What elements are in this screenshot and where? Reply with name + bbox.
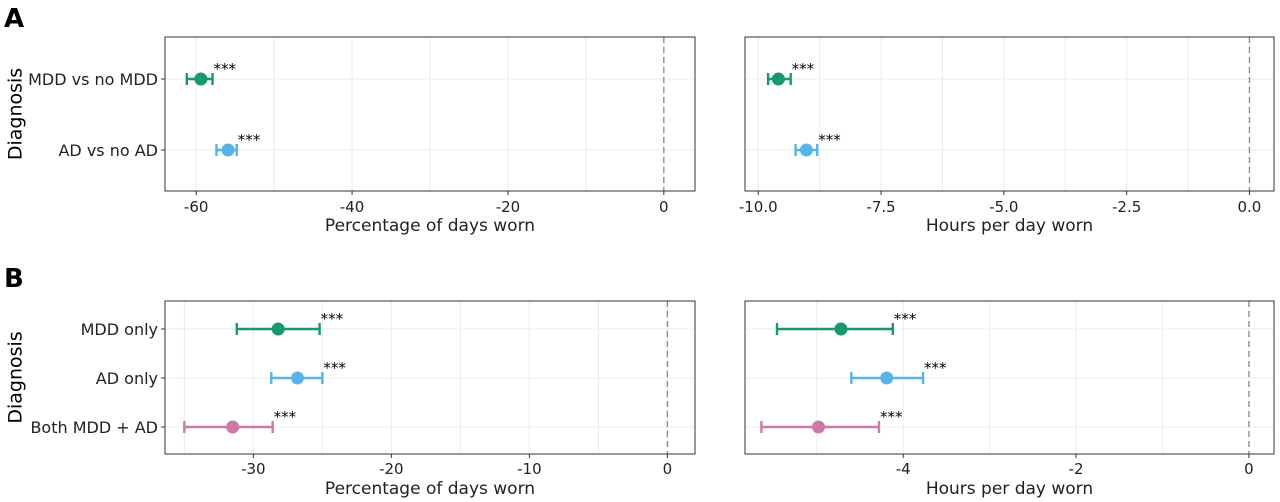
panel-b-percentage-days: -30 -20 -10 0 Percentage of days worn MDD onl… bbox=[5, 300, 696, 499]
y-tick-label: AD only bbox=[96, 369, 158, 388]
point-estimate bbox=[271, 322, 285, 336]
x-tick-label: -5.0 bbox=[989, 198, 1018, 216]
x-tick-label: 0 bbox=[1244, 460, 1254, 478]
x-tick-label: -10 bbox=[517, 460, 542, 478]
point-estimate bbox=[194, 72, 208, 86]
significance-stars: *** bbox=[924, 359, 947, 377]
significance-stars: *** bbox=[323, 359, 346, 377]
point-estimate bbox=[834, 322, 848, 336]
significance-stars: *** bbox=[818, 131, 841, 149]
panel-letter-a: A bbox=[4, 4, 24, 34]
significance-stars: *** bbox=[880, 408, 903, 426]
x-axis-label: Percentage of days worn bbox=[325, 216, 535, 236]
point-estimate bbox=[291, 371, 304, 385]
significance-stars: *** bbox=[274, 408, 297, 426]
panel-a-percentage-days: -60 -40 -20 0 Percentage of days worn MDD vs … bbox=[5, 36, 696, 236]
x-tick-label: -40 bbox=[340, 198, 365, 216]
significance-stars: *** bbox=[321, 310, 344, 328]
x-tick-label: -4 bbox=[896, 460, 911, 478]
x-axis-label: Percentage of days worn bbox=[325, 479, 535, 499]
x-axis-label: Hours per day worn bbox=[926, 479, 1093, 499]
point-estimate bbox=[771, 72, 785, 86]
x-tick-label: -20 bbox=[379, 460, 404, 478]
x-tick-label: -7.5 bbox=[866, 198, 895, 216]
point-estimate bbox=[799, 143, 813, 157]
x-tick-label: 0 bbox=[663, 460, 673, 478]
panel-b-hours-per-day: -4 -2 0 Hours per day worn *** *** *** bbox=[744, 300, 1275, 499]
panel-a-hours-per-day: -10.0 -7.5 -5.0 -2.5 0.0 Hours per day worn **… bbox=[739, 36, 1275, 236]
y-tick-label: AD vs no AD bbox=[58, 141, 158, 160]
y-tick-label: MDD only bbox=[81, 320, 158, 339]
point-estimate bbox=[880, 371, 894, 385]
x-tick-label: -2 bbox=[1069, 460, 1084, 478]
y-axis-label: Diagnosis bbox=[5, 68, 27, 160]
significance-stars: *** bbox=[894, 310, 917, 328]
plot-frame bbox=[744, 36, 1275, 192]
significance-stars: *** bbox=[792, 60, 815, 78]
x-tick-label: -2.5 bbox=[1112, 198, 1141, 216]
x-tick-label: -30 bbox=[241, 460, 266, 478]
y-tick-label: MDD vs no MDD bbox=[28, 70, 158, 89]
point-estimate bbox=[226, 420, 240, 434]
x-tick-label: 0.0 bbox=[1238, 198, 1262, 216]
x-tick-label: 0 bbox=[659, 198, 669, 216]
plot-frame bbox=[744, 300, 1275, 455]
x-tick-label: -60 bbox=[184, 198, 209, 216]
panel-letter-b: B bbox=[4, 264, 24, 294]
plot-frame bbox=[164, 36, 696, 192]
point-estimate bbox=[221, 143, 235, 157]
significance-stars: *** bbox=[238, 131, 261, 149]
x-tick-label: -10.0 bbox=[739, 198, 778, 216]
significance-stars: *** bbox=[214, 60, 237, 78]
point-estimate bbox=[811, 420, 825, 434]
x-axis-label: Hours per day worn bbox=[926, 216, 1093, 236]
y-tick-label: Both MDD + AD bbox=[30, 418, 158, 437]
y-axis-label: Diagnosis bbox=[5, 331, 27, 423]
x-tick-label: -20 bbox=[496, 198, 521, 216]
